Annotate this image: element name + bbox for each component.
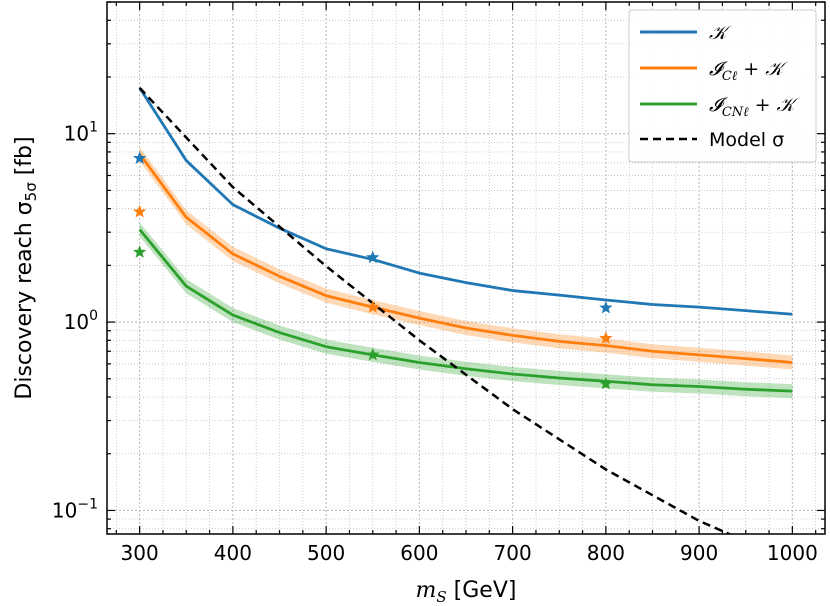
x-tick-label: 300 bbox=[121, 541, 159, 565]
star-marker bbox=[132, 245, 147, 258]
x-axis-label: mS [GeV] bbox=[416, 578, 517, 606]
star-marker bbox=[599, 331, 613, 344]
legend-box bbox=[628, 9, 817, 163]
legend: 𝒦 𝓘Cℓ + 𝒦 𝓘CNℓ + 𝒦 Model σ bbox=[628, 9, 817, 163]
uncertainty-bands bbox=[139, 146, 793, 399]
x-tick-label: 700 bbox=[494, 541, 532, 565]
x-tick-label: 900 bbox=[680, 541, 718, 565]
star-marker bbox=[366, 250, 380, 264]
y-tick-label: 100 bbox=[64, 308, 98, 334]
star-marker bbox=[599, 376, 613, 390]
axis-ticks bbox=[107, 1, 825, 534]
x-tick-label: 1000 bbox=[767, 541, 818, 565]
x-tick-label: 400 bbox=[214, 541, 252, 565]
x-tick-label: 600 bbox=[400, 541, 438, 565]
series-line-0 bbox=[138, 87, 793, 316]
series-lines bbox=[138, 87, 793, 534]
y-tick-labels: 10−1 100 101 bbox=[52, 120, 98, 523]
series-line-3 bbox=[138, 87, 733, 534]
uncertainty-band-1 bbox=[139, 146, 793, 370]
star-marker bbox=[132, 151, 147, 164]
star-markers bbox=[132, 151, 613, 390]
star-marker bbox=[366, 300, 380, 313]
legend-label-icnl: 𝓘CNℓ + 𝒦 bbox=[709, 94, 801, 120]
x-tick-labels: 300 400 500 600 700 800 900 1000 bbox=[121, 541, 818, 565]
y-axis-label: Discovery reach σ5σ [fb] bbox=[12, 136, 40, 399]
star-marker bbox=[132, 204, 147, 218]
legend-label-icl: 𝓘Cℓ + 𝒦 bbox=[709, 58, 789, 84]
y-tick-label: 10−1 bbox=[52, 496, 98, 522]
star-marker bbox=[366, 347, 380, 361]
uncertainty-band-2 bbox=[139, 222, 793, 399]
series-line-1 bbox=[138, 153, 793, 364]
grid bbox=[107, 1, 825, 534]
legend-label-model: Model σ bbox=[709, 129, 784, 151]
series-line-2 bbox=[138, 228, 793, 393]
x-tick-label: 800 bbox=[587, 541, 625, 565]
star-marker bbox=[599, 300, 613, 314]
y-tick-label: 101 bbox=[64, 120, 98, 146]
x-tick-label: 500 bbox=[307, 541, 345, 565]
